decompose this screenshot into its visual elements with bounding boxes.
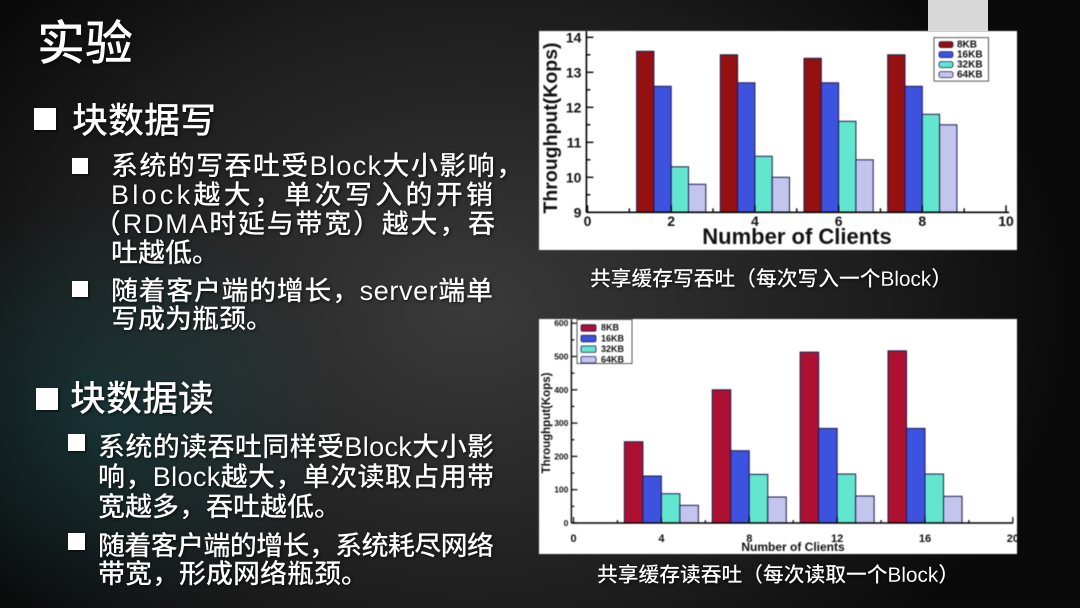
svg-text:8KB: 8KB [957, 40, 977, 51]
svg-text:100: 100 [554, 485, 568, 495]
svg-text:11: 11 [567, 134, 582, 150]
svg-text:16: 16 [919, 533, 931, 545]
svg-text:Number of Clients: Number of Clients [741, 540, 845, 554]
svg-text:64KB: 64KB [601, 355, 625, 365]
svg-text:400: 400 [554, 385, 568, 395]
svg-text:0: 0 [564, 518, 569, 528]
svg-text:8: 8 [746, 533, 752, 545]
svg-text:600: 600 [554, 319, 568, 328]
svg-text:500: 500 [554, 352, 568, 362]
svg-text:12: 12 [831, 533, 843, 545]
svg-text:300: 300 [554, 418, 568, 428]
svg-text:0: 0 [570, 533, 576, 545]
svg-text:2: 2 [667, 213, 675, 229]
svg-text:Throughput(Kops): Throughput(Kops) [540, 42, 562, 213]
svg-text:20: 20 [1007, 533, 1017, 545]
svg-text:32KB: 32KB [957, 60, 983, 71]
svg-text:Throughput(Kops): Throughput(Kops) [541, 372, 553, 473]
svg-text:8: 8 [918, 213, 926, 229]
svg-text:6: 6 [835, 213, 843, 229]
svg-text:10: 10 [998, 213, 1014, 229]
svg-text:200: 200 [554, 451, 568, 461]
svg-text:32KB: 32KB [601, 344, 625, 354]
svg-text:13: 13 [566, 64, 582, 80]
svg-text:64KB: 64KB [957, 70, 983, 81]
svg-text:4: 4 [658, 533, 665, 545]
svg-text:Number of Clients: Number of Clients [702, 224, 891, 249]
svg-text:12: 12 [566, 99, 582, 115]
svg-text:16KB: 16KB [601, 333, 625, 343]
svg-text:8KB: 8KB [601, 323, 620, 333]
svg-text:0: 0 [584, 213, 592, 229]
svg-text:4: 4 [751, 213, 759, 229]
svg-text:16KB: 16KB [957, 50, 983, 61]
svg-text:14: 14 [566, 31, 582, 45]
svg-text:10: 10 [566, 169, 582, 185]
svg-text:9: 9 [574, 204, 582, 220]
